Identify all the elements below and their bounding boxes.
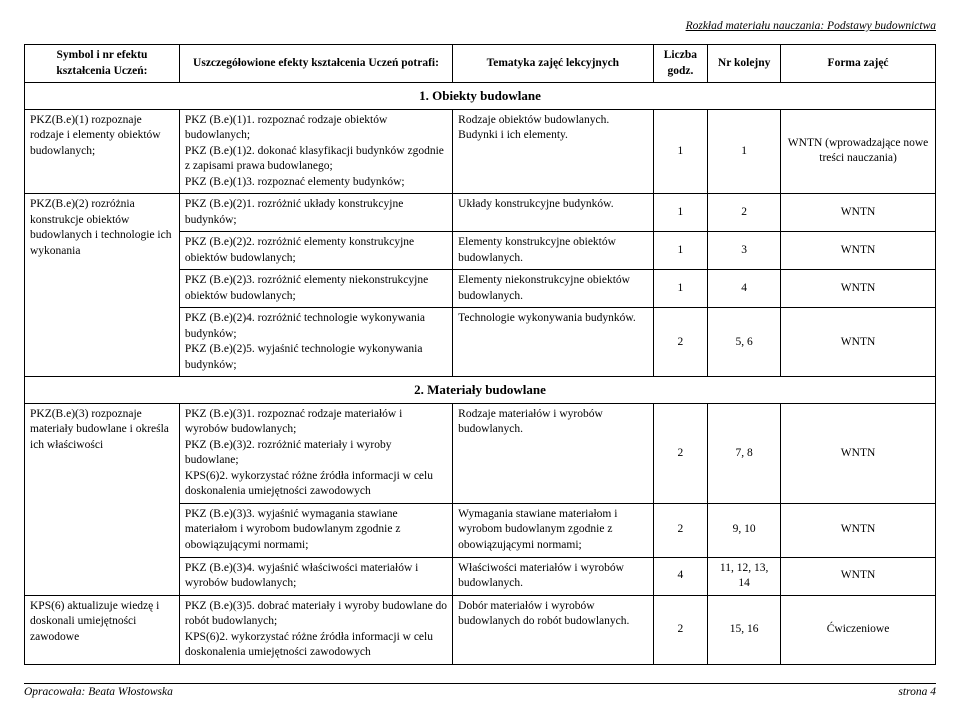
cell-detail: PKZ (B.e)(3)5. dobrać materiały i wyroby… [179, 595, 452, 664]
cell-hours: 2 [653, 403, 708, 503]
th-seq: Nr kolejny [708, 45, 781, 83]
cell-detail: PKZ (B.e)(2)1. rozróżnić układy konstruk… [179, 194, 452, 232]
cell-seq: 5, 6 [708, 308, 781, 377]
cell-seq: 9, 10 [708, 503, 781, 557]
cell-hours: 4 [653, 557, 708, 595]
cell-topic: Dobór materiałów i wyrobów budowlanych d… [453, 595, 653, 664]
cell-seq: 3 [708, 232, 781, 270]
cell-topic: Układy konstrukcyjne budynków. [453, 194, 653, 232]
cell-seq: 15, 16 [708, 595, 781, 664]
cell-detail: PKZ (B.e)(3)4. wyjaśnić właściwości mate… [179, 557, 452, 595]
cell-form: Ćwiczeniowe [781, 595, 936, 664]
cell-symbol: PKZ(B.e)(1) rozpoznaje rodzaje i element… [25, 109, 180, 194]
cell-topic: Elementy niekonstrukcyjne obiektów budow… [453, 270, 653, 308]
cell-detail: PKZ (B.e)(2)4. rozróżnić technologie wyk… [179, 308, 452, 377]
cell-detail: PKZ (B.e)(3)3. wyjaśnić wymagania stawia… [179, 503, 452, 557]
th-symbol: Symbol i nr efektu kształcenia Uczeń: [25, 45, 180, 83]
footer-author: Opracowała: Beata Włostowska [24, 686, 173, 698]
th-hours: Liczba godz. [653, 45, 708, 83]
table-row: PKZ(B.e)(1) rozpoznaje rodzaje i element… [25, 109, 936, 194]
th-topic: Tematyka zajęć lekcyjnych [453, 45, 653, 83]
cell-form: WNTN [781, 557, 936, 595]
cell-detail: PKZ (B.e)(1)1. rozpoznać rodzaje obiektó… [179, 109, 452, 194]
table-row: PKZ(B.e)(2) rozróżnia konstrukcje obiekt… [25, 194, 936, 232]
cell-form: WNTN [781, 308, 936, 377]
cell-hours: 1 [653, 109, 708, 194]
cell-form: WNTN (wprowadzające nowe treści nauczani… [781, 109, 936, 194]
cell-hours: 1 [653, 232, 708, 270]
cell-seq: 1 [708, 109, 781, 194]
cell-seq: 11, 12, 13, 14 [708, 557, 781, 595]
cell-topic: Technologie wykonywania budynków. [453, 308, 653, 377]
cell-seq: 7, 8 [708, 403, 781, 503]
table-row: KPS(6) aktualizuje wiedzę i doskonali um… [25, 595, 936, 664]
page-footer: Opracowała: Beata Włostowska strona 4 [24, 683, 936, 698]
cell-hours: 2 [653, 503, 708, 557]
cell-hours: 2 [653, 308, 708, 377]
cell-topic: Rodzaje materiałów i wyrobów budowlanych… [453, 403, 653, 503]
th-detail: Uszczegółowione efekty kształcenia Uczeń… [179, 45, 452, 83]
cell-form: WNTN [781, 403, 936, 503]
cell-form: WNTN [781, 232, 936, 270]
cell-hours: 1 [653, 270, 708, 308]
section-2-header: 2. Materiały budowlane [25, 377, 936, 404]
cell-symbol: PKZ(B.e)(3) rozpoznaje materiały budowla… [25, 403, 180, 595]
table-header-row: Symbol i nr efektu kształcenia Uczeń: Us… [25, 45, 936, 83]
section-1-header: 1. Obiekty budowlane [25, 83, 936, 110]
cell-symbol: KPS(6) aktualizuje wiedzę i doskonali um… [25, 595, 180, 664]
cell-hours: 2 [653, 595, 708, 664]
cell-form: WNTN [781, 270, 936, 308]
curriculum-table: Symbol i nr efektu kształcenia Uczeń: Us… [24, 44, 936, 665]
section-1-title: 1. Obiekty budowlane [25, 83, 936, 110]
cell-seq: 2 [708, 194, 781, 232]
th-form: Forma zajęć [781, 45, 936, 83]
cell-detail: PKZ (B.e)(2)3. rozróżnić elementy niekon… [179, 270, 452, 308]
cell-form: WNTN [781, 194, 936, 232]
cell-topic: Właściwości materiałów i wyrobów budowla… [453, 557, 653, 595]
cell-topic: Rodzaje obiektów budowlanych. Budynki i … [453, 109, 653, 194]
cell-topic: Elementy konstrukcyjne obiektów budowlan… [453, 232, 653, 270]
cell-hours: 1 [653, 194, 708, 232]
cell-seq: 4 [708, 270, 781, 308]
cell-symbol: PKZ(B.e)(2) rozróżnia konstrukcje obiekt… [25, 194, 180, 377]
page-header: Rozkład materiału nauczania: Podstawy bu… [24, 20, 936, 32]
section-2-title: 2. Materiały budowlane [25, 377, 936, 404]
cell-detail: PKZ (B.e)(3)1. rozpoznać rodzaje materia… [179, 403, 452, 503]
table-row: PKZ(B.e)(3) rozpoznaje materiały budowla… [25, 403, 936, 503]
cell-detail: PKZ (B.e)(2)2. rozróżnić elementy konstr… [179, 232, 452, 270]
footer-page: strona 4 [898, 686, 936, 698]
cell-topic: Wymagania stawiane materiałom i wyrobom … [453, 503, 653, 557]
cell-form: WNTN [781, 503, 936, 557]
